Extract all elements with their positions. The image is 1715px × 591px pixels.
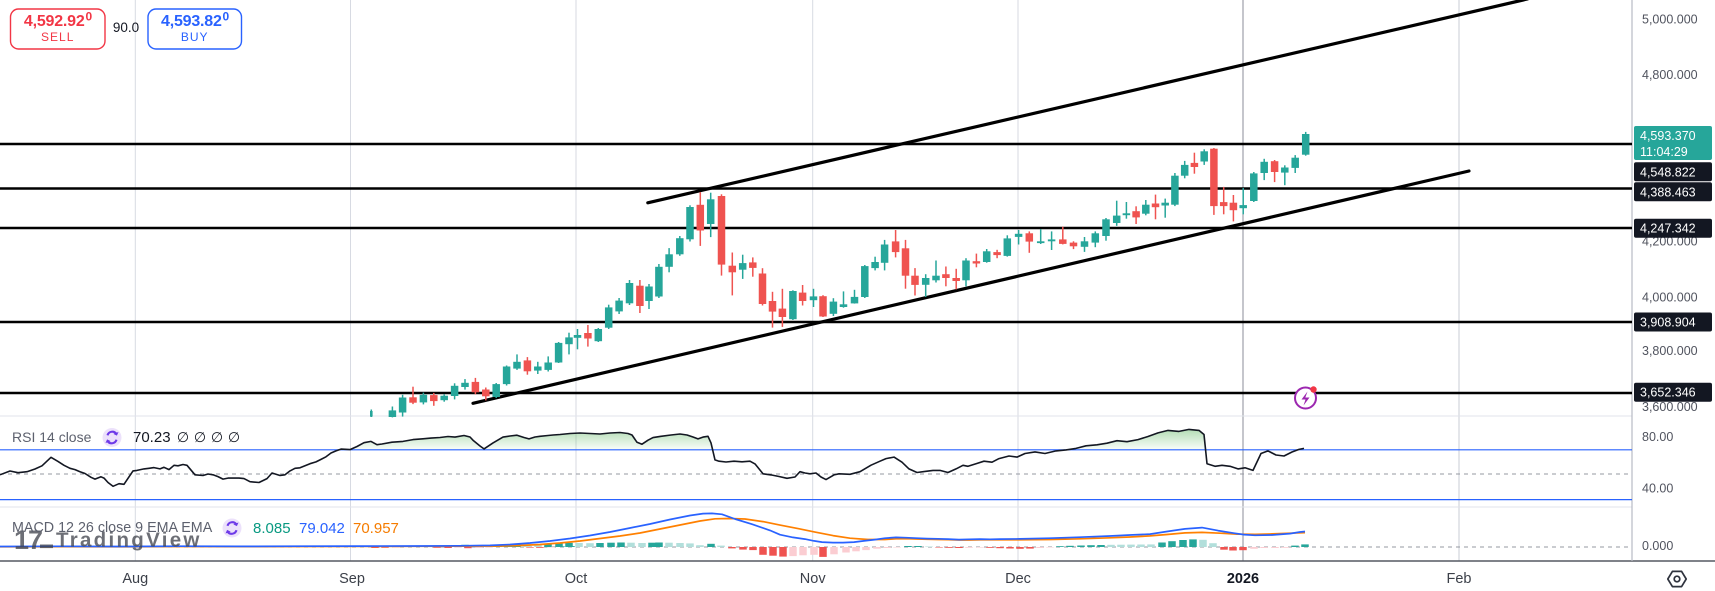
svg-text:Nov: Nov	[800, 571, 827, 587]
svg-text:∅: ∅	[194, 429, 206, 445]
svg-text:TradingView: TradingView	[56, 529, 202, 552]
svg-text:90.0: 90.0	[113, 20, 139, 35]
svg-text:4,247.342: 4,247.342	[1640, 222, 1696, 236]
svg-text:0: 0	[223, 10, 230, 24]
svg-text:Sep: Sep	[339, 571, 365, 587]
svg-text:17: 17	[14, 525, 42, 555]
svg-text:70.23: 70.23	[133, 429, 171, 446]
svg-text:BUY: BUY	[181, 30, 209, 44]
svg-text:0.000: 0.000	[1642, 539, 1673, 553]
svg-text:SELL: SELL	[41, 30, 74, 44]
svg-text:∅: ∅	[228, 429, 240, 445]
svg-text:3,600.000: 3,600.000	[1642, 400, 1698, 414]
svg-text:Oct: Oct	[565, 571, 588, 587]
svg-text:4,200.000: 4,200.000	[1642, 235, 1698, 249]
svg-text:4,592.92: 4,592.92	[24, 13, 85, 30]
svg-text:4,000.000: 4,000.000	[1642, 291, 1698, 305]
svg-text:Aug: Aug	[122, 571, 148, 587]
svg-text:3,652.346: 3,652.346	[1640, 386, 1696, 400]
svg-text:3,800.000: 3,800.000	[1642, 344, 1698, 358]
svg-text:0: 0	[86, 10, 93, 24]
svg-text:4,388.463: 4,388.463	[1640, 185, 1696, 199]
svg-text:Feb: Feb	[1447, 571, 1472, 587]
svg-text:RSI 14 close: RSI 14 close	[12, 429, 92, 445]
svg-text:5,000.000: 5,000.000	[1642, 13, 1698, 27]
svg-text:Dec: Dec	[1005, 571, 1031, 587]
svg-text:2026: 2026	[1227, 571, 1259, 587]
svg-text:4,548.822: 4,548.822	[1640, 165, 1696, 179]
svg-text:∅: ∅	[211, 429, 223, 445]
svg-text:11:04:29: 11:04:29	[1640, 145, 1688, 159]
svg-text:8.085: 8.085	[253, 520, 291, 537]
svg-text:80.00: 80.00	[1642, 430, 1673, 444]
svg-text:4,800.000: 4,800.000	[1642, 68, 1698, 82]
svg-text:4,593.370: 4,593.370	[1640, 129, 1696, 143]
svg-text:MACD 12 26 close 9 EMA EMA: MACD 12 26 close 9 EMA EMA	[12, 520, 213, 536]
svg-text:3,908.904: 3,908.904	[1640, 316, 1696, 330]
svg-text:40.00: 40.00	[1642, 482, 1673, 496]
svg-text:79.042: 79.042	[299, 520, 345, 537]
svg-text:4,593.82: 4,593.82	[161, 13, 222, 30]
svg-text:70.957: 70.957	[353, 520, 399, 537]
svg-text:∅: ∅	[177, 429, 189, 445]
